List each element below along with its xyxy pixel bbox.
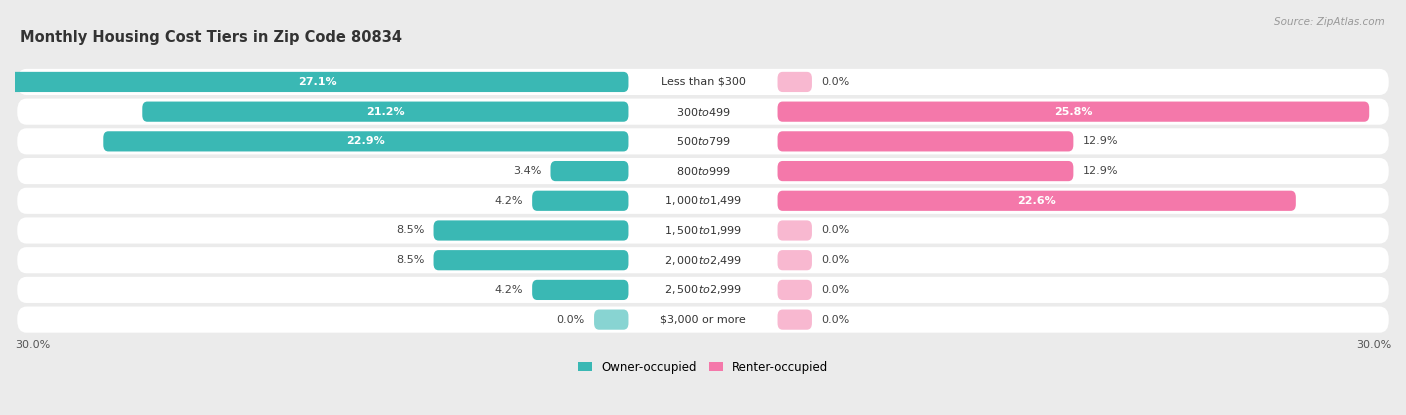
Text: 0.0%: 0.0% (821, 285, 849, 295)
Text: $1,000 to $1,499: $1,000 to $1,499 (664, 194, 742, 207)
Text: 12.9%: 12.9% (1083, 137, 1118, 146)
Text: 22.9%: 22.9% (346, 137, 385, 146)
FancyBboxPatch shape (142, 102, 628, 122)
FancyBboxPatch shape (17, 69, 1389, 95)
Text: 30.0%: 30.0% (15, 340, 51, 350)
FancyBboxPatch shape (433, 250, 628, 270)
Text: $2,000 to $2,499: $2,000 to $2,499 (664, 254, 742, 267)
FancyBboxPatch shape (17, 158, 1389, 184)
Text: $1,500 to $1,999: $1,500 to $1,999 (664, 224, 742, 237)
Text: $300 to $499: $300 to $499 (675, 106, 731, 118)
FancyBboxPatch shape (531, 280, 628, 300)
Text: 25.8%: 25.8% (1054, 107, 1092, 117)
Text: 0.0%: 0.0% (821, 225, 849, 235)
FancyBboxPatch shape (17, 99, 1389, 125)
Text: 8.5%: 8.5% (396, 255, 425, 265)
Text: 0.0%: 0.0% (557, 315, 585, 325)
Text: Less than $300: Less than $300 (661, 77, 745, 87)
FancyBboxPatch shape (17, 188, 1389, 214)
Text: 4.2%: 4.2% (495, 196, 523, 206)
Text: $2,500 to $2,999: $2,500 to $2,999 (664, 283, 742, 296)
FancyBboxPatch shape (433, 220, 628, 241)
Text: 4.2%: 4.2% (495, 285, 523, 295)
FancyBboxPatch shape (531, 190, 628, 211)
FancyBboxPatch shape (778, 190, 1296, 211)
Text: $500 to $799: $500 to $799 (675, 135, 731, 147)
FancyBboxPatch shape (17, 128, 1389, 154)
Legend: Owner-occupied, Renter-occupied: Owner-occupied, Renter-occupied (578, 361, 828, 374)
Text: Source: ZipAtlas.com: Source: ZipAtlas.com (1274, 17, 1385, 27)
Text: 22.6%: 22.6% (1018, 196, 1056, 206)
Text: 27.1%: 27.1% (298, 77, 337, 87)
FancyBboxPatch shape (103, 131, 628, 151)
Text: 3.4%: 3.4% (513, 166, 541, 176)
Text: 0.0%: 0.0% (821, 315, 849, 325)
Text: Monthly Housing Cost Tiers in Zip Code 80834: Monthly Housing Cost Tiers in Zip Code 8… (20, 30, 402, 45)
FancyBboxPatch shape (778, 131, 1073, 151)
Text: $3,000 or more: $3,000 or more (661, 315, 745, 325)
FancyBboxPatch shape (778, 280, 811, 300)
Text: 0.0%: 0.0% (821, 77, 849, 87)
FancyBboxPatch shape (778, 310, 811, 330)
FancyBboxPatch shape (17, 277, 1389, 303)
FancyBboxPatch shape (17, 217, 1389, 244)
FancyBboxPatch shape (778, 220, 811, 241)
Text: 21.2%: 21.2% (366, 107, 405, 117)
FancyBboxPatch shape (7, 72, 628, 92)
Text: $800 to $999: $800 to $999 (675, 165, 731, 177)
Text: 0.0%: 0.0% (821, 255, 849, 265)
FancyBboxPatch shape (778, 250, 811, 270)
FancyBboxPatch shape (17, 307, 1389, 333)
Text: 30.0%: 30.0% (1355, 340, 1391, 350)
FancyBboxPatch shape (595, 310, 628, 330)
FancyBboxPatch shape (778, 72, 811, 92)
FancyBboxPatch shape (778, 102, 1369, 122)
FancyBboxPatch shape (551, 161, 628, 181)
Text: 12.9%: 12.9% (1083, 166, 1118, 176)
Text: 8.5%: 8.5% (396, 225, 425, 235)
FancyBboxPatch shape (778, 161, 1073, 181)
FancyBboxPatch shape (17, 247, 1389, 273)
